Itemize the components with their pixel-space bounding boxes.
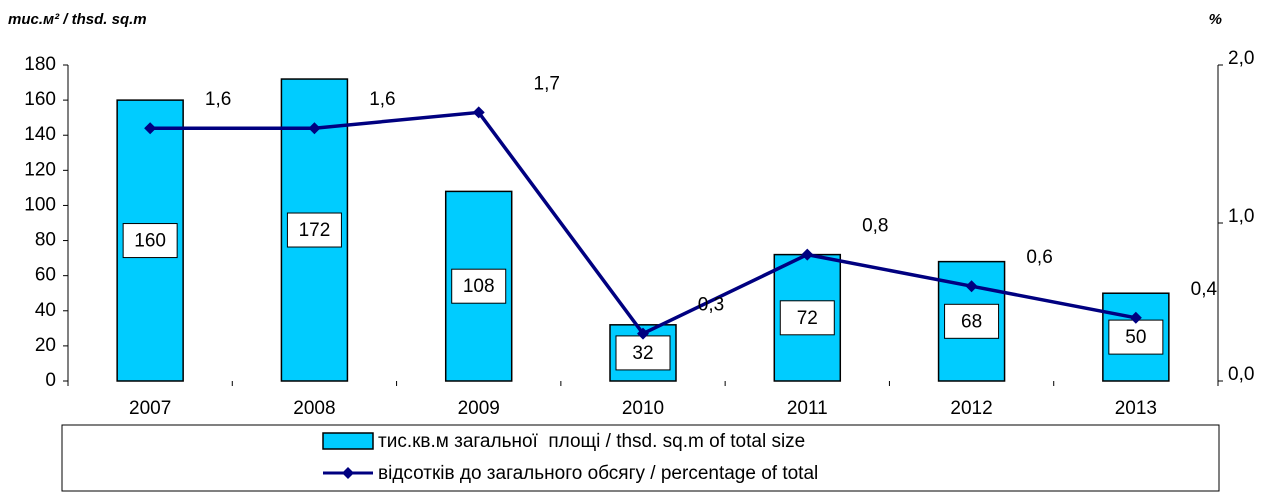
x-tick-label: 2012	[950, 398, 992, 419]
line-marker	[1129, 311, 1142, 324]
x-tick-label: 2010	[622, 398, 664, 419]
y2-tick-label: 1,0	[1228, 206, 1254, 227]
bar-label: 160	[134, 231, 166, 252]
legend-box	[61, 424, 1220, 492]
line-label: 1,7	[534, 73, 560, 94]
x-tick-label: 2009	[458, 398, 500, 419]
line-label: 1,6	[205, 89, 231, 110]
legend-label: відсотків до загального обсягу / percent…	[378, 463, 818, 484]
x-tick-label: 2013	[1115, 398, 1157, 419]
line-label: 0,3	[698, 295, 724, 316]
line-label: 1,6	[369, 89, 395, 110]
bar-label: 32	[632, 343, 653, 364]
y-tick-label: 40	[35, 300, 56, 321]
x-tick-label: 2007	[129, 398, 171, 419]
y2-tick-label: 0,0	[1228, 364, 1254, 385]
bar-label-box	[779, 300, 835, 336]
y-tick-label: 0	[45, 370, 56, 391]
line-marker	[637, 327, 649, 340]
line-label: 0,4	[1191, 279, 1218, 300]
y2-tick-label: 2,0	[1228, 48, 1254, 69]
x-tick-label: 2011	[787, 398, 828, 419]
y-tick-label: 180	[24, 54, 56, 75]
line-marker	[144, 122, 157, 135]
bar-label-box	[122, 223, 178, 259]
y-tick-label: 80	[35, 230, 56, 251]
y2-axis-label: %	[1209, 11, 1222, 28]
bar-label: 68	[961, 311, 982, 332]
line-marker	[308, 122, 321, 135]
y-tick-label: 140	[24, 124, 56, 145]
bar-label: 72	[797, 308, 818, 329]
bar-label-box	[615, 335, 671, 371]
x-tick-label: 2008	[293, 398, 335, 419]
y-tick-label: 100	[24, 194, 56, 215]
line-marker	[801, 248, 814, 261]
legend-label: тис.кв.м загальної площі / thsd. sq.m of…	[378, 431, 805, 452]
line-marker	[965, 280, 978, 293]
bar-label: 50	[1125, 327, 1146, 348]
legend-swatch	[322, 432, 374, 450]
bar-label-box	[944, 303, 1000, 339]
line-label: 0,8	[862, 216, 888, 237]
legend-marker	[342, 467, 354, 479]
bar-label: 172	[299, 220, 331, 241]
y-tick-label: 120	[24, 159, 56, 180]
y-tick-label: 20	[35, 335, 56, 356]
line-marker	[472, 106, 485, 119]
line-label: 0,6	[1026, 247, 1052, 268]
y-tick-label: 60	[35, 265, 56, 286]
y-tick-label: 160	[24, 89, 56, 110]
bar-label: 108	[463, 276, 495, 297]
y-axis-label: тис.м² / thsd. sq.m	[8, 11, 147, 28]
bar-label-box	[286, 212, 342, 248]
bar-label-box	[451, 268, 507, 304]
